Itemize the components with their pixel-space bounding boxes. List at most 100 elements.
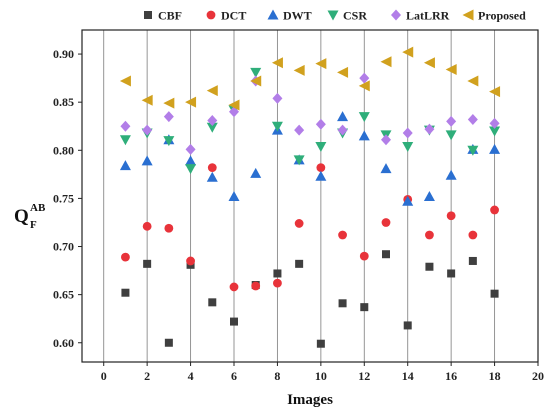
legend-label-csr: CSR [343, 9, 367, 23]
x-tick-label-8: 8 [274, 369, 280, 383]
axis-ticks: 0 2 4 6 8 10 12 14 16 18 20 0.60 0.65 0.70 0.75 0.80 0.8… [53, 47, 544, 383]
point-latlrr-14 [402, 127, 413, 139]
point-proposed-7 [250, 75, 262, 87]
point-dwt-18 [489, 143, 501, 154]
point-proposed-5 [206, 85, 218, 97]
point-dct-15 [425, 230, 434, 240]
legend-item-dwt: DWT [267, 9, 312, 23]
series-cbf [121, 250, 499, 348]
point-proposed-12 [358, 80, 370, 92]
legend-marker-dwt [267, 9, 279, 20]
legend-label-dwt: DWT [283, 9, 312, 23]
point-proposed-18 [489, 86, 501, 98]
point-latlrr-17 [467, 113, 478, 125]
point-latlrr-4 [185, 143, 196, 155]
grid-lines [103, 30, 496, 362]
point-latlrr-11 [337, 124, 348, 136]
point-csr-7 [250, 67, 262, 78]
point-latlrr-18 [489, 117, 500, 129]
point-dwt-11 [337, 111, 349, 122]
point-cbf-8 [273, 269, 282, 278]
point-csr-4 [185, 164, 197, 175]
point-dwt-16 [445, 169, 457, 180]
point-proposed-17 [467, 75, 479, 87]
point-dwt-13 [380, 163, 392, 174]
point-dwt-4 [185, 155, 197, 166]
point-proposed-2 [141, 94, 153, 106]
point-dct-11 [338, 230, 347, 240]
point-proposed-3 [163, 97, 175, 109]
point-cbf-10 [316, 339, 325, 348]
point-csr-10 [315, 141, 327, 152]
point-dct-12 [359, 251, 369, 261]
point-dwt-2 [141, 155, 153, 166]
point-dct-8 [273, 278, 282, 288]
point-proposed-6 [228, 99, 240, 111]
y-tick-label-0.60: 0.60 [53, 336, 74, 350]
point-csr-3 [163, 136, 175, 147]
point-latlrr-1 [120, 120, 131, 132]
point-proposed-4 [185, 96, 197, 108]
point-proposed-13 [380, 56, 392, 68]
y-tick-label-0.75: 0.75 [53, 191, 74, 205]
point-cbf-6 [230, 317, 238, 326]
y-tick-label-0.80: 0.80 [53, 143, 74, 157]
point-proposed-8 [271, 57, 283, 69]
point-csr-18 [489, 126, 501, 137]
point-dct-9 [294, 219, 304, 228]
legend-label-cbf: CBF [158, 9, 182, 23]
point-cbf-17 [468, 256, 477, 265]
y-tick-label-0.70: 0.70 [53, 240, 74, 254]
series-latlrr [120, 72, 500, 155]
y-axis-title: Q AB F [14, 202, 46, 231]
point-cbf-12 [360, 303, 369, 312]
point-latlrr-13 [381, 134, 391, 146]
point-latlrr-12 [359, 72, 370, 84]
point-dwt-10 [315, 170, 327, 181]
series-csr [119, 67, 501, 175]
point-latlrr-3 [163, 111, 174, 123]
point-csr-16 [445, 130, 457, 141]
point-cbf-5 [208, 298, 217, 307]
x-tick-label-14: 14 [402, 369, 414, 383]
point-latlrr-10 [315, 118, 326, 130]
point-cbf-18 [490, 289, 499, 298]
point-dwt-1 [119, 160, 131, 171]
plot-area-frame [81, 29, 539, 363]
y-tick-label-0.65: 0.65 [53, 288, 74, 302]
svg-text:Q: Q [14, 206, 29, 227]
point-dwt-15 [423, 190, 435, 201]
x-tick-label-4: 4 [188, 369, 194, 383]
x-axis-title: Images [287, 392, 333, 408]
point-csr-17 [467, 145, 479, 156]
legend-label-dct: DCT [221, 9, 246, 23]
point-cbf-1 [121, 288, 130, 297]
point-latlrr-2 [142, 124, 153, 136]
point-proposed-11 [337, 66, 349, 78]
point-proposed-16 [445, 63, 457, 75]
point-dct-2 [142, 221, 152, 231]
point-cbf-3 [164, 338, 173, 347]
point-proposed-14 [402, 46, 414, 58]
point-latlrr-5 [207, 114, 218, 126]
point-cbf-14 [403, 321, 412, 330]
legend-item-cbf: CBF [144, 9, 182, 23]
point-dwt-14 [402, 195, 414, 206]
point-dct-5 [207, 163, 217, 173]
point-latlrr-9 [294, 124, 305, 136]
point-cbf-13 [382, 250, 390, 259]
x-tick-label-20: 20 [532, 369, 544, 383]
point-dct-3 [164, 223, 174, 233]
legend-item-latlrr: LatLRR [391, 9, 450, 23]
point-dct-10 [316, 163, 326, 173]
series-dwt [119, 111, 501, 206]
point-dct-6 [229, 282, 239, 292]
point-dwt-5 [206, 171, 218, 182]
svg-text:F: F [30, 219, 37, 231]
legend-item-dct: DCT [206, 9, 246, 23]
point-cbf-11 [338, 299, 347, 308]
point-dct-13 [381, 218, 391, 227]
point-latlrr-8 [272, 92, 283, 104]
point-dwt-7 [250, 167, 262, 178]
